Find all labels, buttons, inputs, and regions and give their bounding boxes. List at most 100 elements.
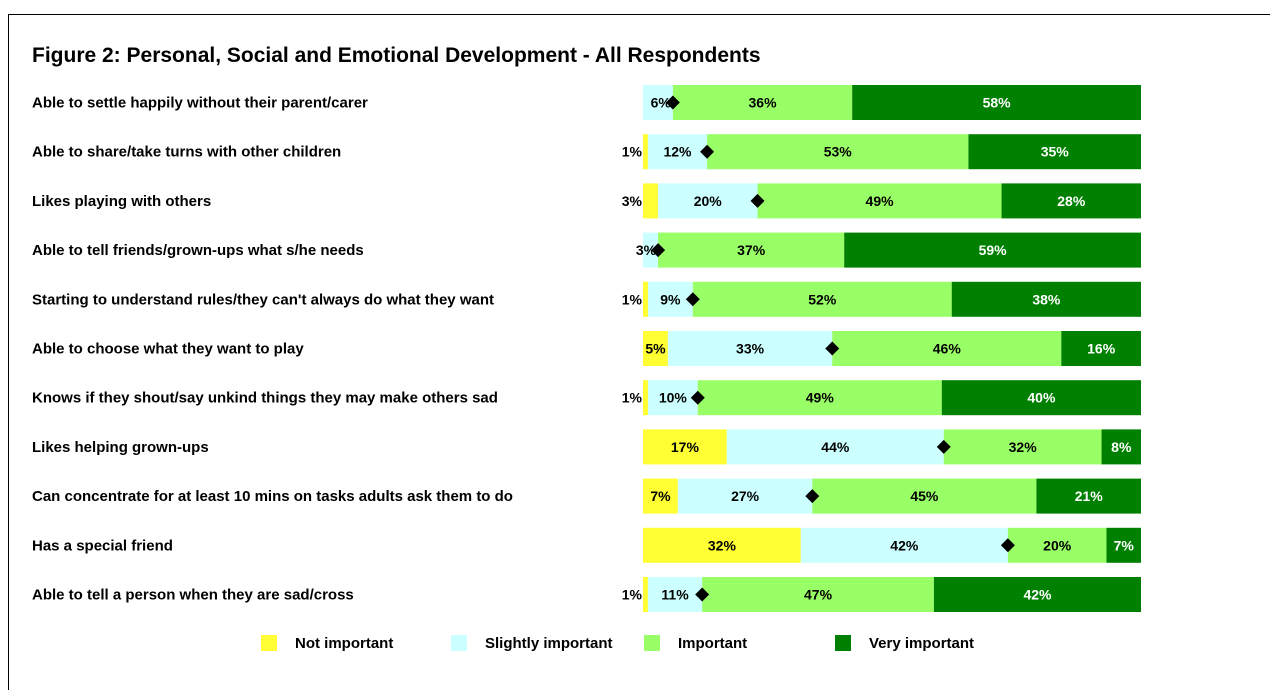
bar-segment — [943, 429, 1102, 465]
data-label: 33% — [736, 341, 765, 357]
data-label: 38% — [1032, 291, 1061, 307]
bar-segment — [643, 331, 668, 366]
diamond-marker — [685, 292, 700, 307]
legend-label: Very important — [869, 634, 975, 652]
data-label: 12% — [663, 144, 692, 160]
chart-title: Figure 2: Personal, Social and Emotional… — [32, 44, 761, 67]
legend-item-very-important: Very important — [835, 633, 974, 653]
diamond-marker — [690, 390, 705, 405]
data-label: 32% — [1009, 439, 1038, 455]
bar-segment — [852, 85, 1141, 120]
category-label: Able to choose what they want to play — [32, 341, 304, 358]
data-label: 10% — [659, 390, 688, 406]
data-label: 5% — [645, 341, 666, 357]
legend-item-important: Important — [644, 633, 747, 653]
data-label: 49% — [866, 193, 895, 209]
data-label: 42% — [890, 537, 919, 553]
bar-segment — [941, 380, 1141, 416]
data-label: 40% — [1027, 390, 1056, 406]
bar-segment — [702, 577, 934, 612]
data-label: 52% — [808, 291, 837, 307]
legend-label: Important — [678, 634, 748, 652]
diamond-marker — [695, 587, 710, 602]
category-label: Knows if they shout/say unkind things th… — [32, 390, 498, 407]
bar-segment — [647, 134, 708, 170]
bar-segment — [658, 232, 845, 268]
data-label: 37% — [737, 242, 766, 258]
bar-segment — [812, 478, 1037, 514]
diamond-marker — [750, 193, 765, 208]
category-label: Able to tell a person when they are sad/… — [32, 587, 354, 604]
category-label: Likes playing with others — [32, 193, 211, 210]
bar-segment — [707, 134, 969, 170]
legend-swatch — [261, 635, 277, 651]
bar-segment — [647, 577, 703, 612]
diamond-marker — [825, 341, 840, 356]
category-label: Can concentrate for at least 10 mins on … — [32, 488, 513, 505]
bar-segment — [1036, 478, 1141, 514]
chart-frame — [8, 14, 1270, 690]
data-label: 27% — [731, 488, 760, 504]
category-label: Has a special friend — [32, 537, 173, 554]
data-label: 16% — [1087, 341, 1116, 357]
bar-segment — [692, 281, 952, 317]
data-label: 11% — [661, 587, 689, 603]
data-label: 59% — [979, 242, 1008, 258]
data-label: 28% — [1057, 193, 1086, 209]
bar-segment — [643, 429, 727, 465]
data-label: 8% — [1111, 439, 1132, 455]
bar-segment — [672, 85, 853, 120]
bar-segment — [643, 232, 659, 268]
bar-segment — [844, 232, 1141, 268]
diamond-marker — [805, 489, 820, 504]
bar-segment — [726, 429, 944, 465]
diamond-marker — [936, 439, 951, 454]
data-label: 47% — [804, 587, 833, 603]
legend-swatch — [835, 635, 851, 651]
bar-segment — [757, 183, 1002, 219]
bar-segment — [1101, 429, 1141, 465]
data-label: 46% — [933, 341, 962, 357]
bar-segment — [643, 380, 648, 416]
bar-segment — [643, 281, 648, 317]
data-label: 20% — [1043, 537, 1072, 553]
category-label: Able to share/take turns with other chil… — [32, 144, 341, 161]
legend-label: Not important — [295, 634, 394, 652]
data-label: 3% — [622, 193, 643, 209]
diamond-marker — [651, 243, 666, 258]
data-label: 36% — [749, 95, 778, 111]
bar-segment — [968, 134, 1141, 170]
data-label: 6% — [651, 95, 672, 111]
data-label: 44% — [821, 439, 850, 455]
bar-segment — [647, 380, 698, 416]
legend-item-not-important: Not important — [261, 633, 393, 653]
legend-item-slightly-important: Slightly important — [451, 633, 613, 653]
data-label: 53% — [824, 144, 853, 160]
data-label: 1% — [622, 291, 643, 307]
category-label: Starting to understand rules/they can't … — [32, 291, 494, 308]
data-label: 35% — [1041, 144, 1070, 160]
bar-segment — [951, 281, 1141, 317]
diamond-marker — [700, 144, 715, 159]
data-label: 3% — [636, 242, 657, 258]
data-label: 42% — [1023, 587, 1052, 603]
bar-segment — [1007, 527, 1107, 563]
bar-segment — [1061, 331, 1141, 366]
bar-segment — [643, 183, 658, 219]
bar-segment — [643, 577, 648, 612]
bar-segment — [643, 478, 678, 514]
data-label: 49% — [806, 390, 835, 406]
bar-segment — [647, 281, 693, 317]
data-label: 20% — [694, 193, 723, 209]
diamond-marker — [665, 95, 680, 110]
data-label: 7% — [650, 488, 671, 504]
legend-swatch — [451, 635, 467, 651]
data-label: 32% — [708, 537, 737, 553]
data-label: 1% — [622, 587, 643, 603]
category-label: Likes helping grown-ups — [32, 439, 209, 456]
data-label: 21% — [1075, 488, 1104, 504]
data-label: 7% — [1114, 537, 1135, 553]
bar-segment — [1106, 527, 1141, 563]
legend-label: Slightly important — [485, 634, 613, 652]
data-label: 1% — [622, 390, 643, 406]
